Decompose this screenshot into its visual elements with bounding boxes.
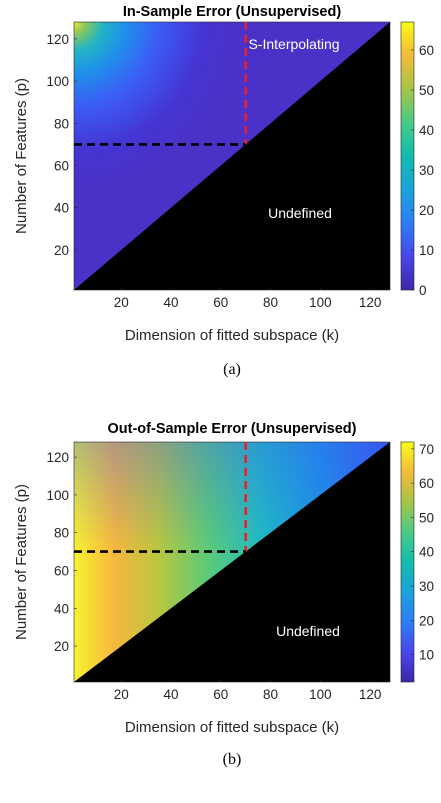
panel-a-colorbar-bar	[400, 21, 415, 291]
x-tick-label: 80	[263, 687, 278, 702]
colorbar-tick-label: 10	[419, 243, 434, 258]
colorbar-tick-label: 60	[419, 476, 434, 491]
colorbar-tick-label: 70	[419, 442, 434, 457]
panel-b-plot-border	[73, 441, 391, 683]
colorbar-tick-label: 0	[419, 283, 427, 298]
y-tick-label: 20	[54, 639, 69, 654]
x-tick-label: 40	[164, 295, 179, 310]
colorbar-tick-label: 40	[419, 545, 434, 560]
colorbar-tick-label: 30	[419, 163, 434, 178]
x-tick-label: 60	[213, 295, 228, 310]
panel-a-title: In-Sample Error (Unsupervised)	[123, 4, 342, 20]
panel-a-colorbar-ticks: 0 10 20 30 40 50 60	[411, 43, 434, 298]
y-tick-label: 80	[54, 526, 69, 541]
panel-b-y-ticks: 20 40 60 80 100 120	[46, 450, 77, 654]
panel-a-plot-border	[73, 21, 391, 291]
colorbar-tick-label: 50	[419, 83, 434, 98]
y-tick-label: 100	[46, 74, 69, 89]
y-tick-label: 80	[54, 116, 69, 131]
panel-a: In-Sample Error (Unsupervised) S-Interpo…	[13, 4, 434, 378]
panel-a-colorbar: 0 10 20 30 40 50 60	[400, 21, 434, 298]
y-tick-label: 40	[54, 201, 69, 216]
x-tick-label: 20	[114, 295, 129, 310]
panel-a-caption: (a)	[223, 361, 241, 378]
colorbar-tick-label: 20	[419, 613, 434, 628]
x-tick-label: 100	[309, 295, 332, 310]
panel-b-plot-area	[73, 441, 391, 683]
x-tick-label: 80	[263, 295, 278, 310]
panel-a-error-field	[74, 22, 390, 290]
panel-b-undefined-label: Undefined	[276, 623, 340, 639]
panel-a-x-ticks: 20 40 60 80 100 120	[114, 287, 382, 310]
y-tick-label: 20	[54, 243, 69, 258]
colorbar-tick-label: 30	[419, 579, 434, 594]
panel-b-colorbar: 10 20 30 40 50 60 70	[400, 441, 434, 683]
y-tick-label: 60	[54, 158, 69, 173]
colorbar-tick-label: 10	[419, 648, 434, 663]
y-tick-label: 120	[46, 32, 69, 47]
colorbar-tick-label: 20	[419, 203, 434, 218]
y-tick-label: 40	[54, 601, 69, 616]
panel-a-y-ticks: 20 40 60 80 100 120	[46, 32, 77, 258]
y-tick-label: 60	[54, 564, 69, 579]
x-tick-label: 20	[114, 687, 129, 702]
x-tick-label: 120	[359, 295, 382, 310]
panel-a-plot-area	[73, 21, 391, 291]
panel-b-title: Out-of-Sample Error (Unsupervised)	[108, 421, 357, 437]
panel-a-undefined-label: Undefined	[268, 205, 332, 221]
panel-b-colorbar-ticks: 10 20 30 40 50 60 70	[411, 442, 434, 663]
x-tick-label: 40	[164, 687, 179, 702]
panel-b-x-axis-label: Dimension of fitted subspace (k)	[125, 719, 339, 736]
colorbar-tick-label: 40	[419, 123, 434, 138]
panel-b-colorbar-bar	[400, 441, 415, 683]
panel-b-x-ticks: 20 40 60 80 100 120	[114, 679, 382, 702]
y-tick-label: 100	[46, 488, 69, 503]
panel-b: Out-of-Sample Error (Unsupervised) Undef…	[13, 421, 434, 768]
panel-b-y-axis-label: Number of Features (p)	[13, 484, 30, 640]
y-tick-label: 120	[46, 450, 69, 465]
panel-a-y-axis-label: Number of Features (p)	[13, 78, 30, 234]
panel-b-error-field-shade	[74, 442, 390, 682]
colorbar-tick-label: 60	[419, 43, 434, 58]
colorbar-tick-label: 50	[419, 510, 434, 525]
x-tick-label: 60	[213, 687, 228, 702]
panel-a-x-axis-label: Dimension of fitted subspace (k)	[125, 327, 339, 344]
x-tick-label: 120	[359, 687, 382, 702]
panel-b-caption: (b)	[223, 751, 242, 768]
panel-a-s-interpolating-label: S-Interpolating	[248, 36, 339, 52]
x-tick-label: 100	[309, 687, 332, 702]
